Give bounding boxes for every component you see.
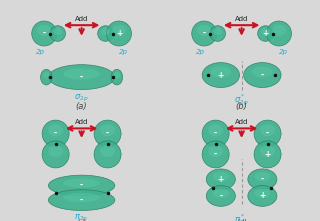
Ellipse shape bbox=[94, 120, 121, 147]
Ellipse shape bbox=[63, 178, 100, 188]
Ellipse shape bbox=[114, 72, 120, 79]
Ellipse shape bbox=[211, 66, 231, 78]
Text: -: - bbox=[43, 29, 46, 38]
Ellipse shape bbox=[213, 189, 229, 198]
Text: (b): (b) bbox=[236, 102, 248, 111]
Text: Add: Add bbox=[235, 119, 248, 125]
Text: -: - bbox=[54, 129, 57, 138]
Text: -: - bbox=[214, 150, 217, 159]
Ellipse shape bbox=[254, 189, 270, 198]
Ellipse shape bbox=[100, 145, 115, 157]
Text: +: + bbox=[262, 29, 268, 38]
Text: -: - bbox=[106, 129, 109, 138]
Ellipse shape bbox=[98, 26, 113, 41]
Ellipse shape bbox=[192, 21, 217, 46]
Ellipse shape bbox=[206, 169, 236, 190]
Text: 2p: 2p bbox=[279, 49, 288, 55]
Text: -: - bbox=[80, 73, 83, 82]
Ellipse shape bbox=[50, 26, 66, 41]
Ellipse shape bbox=[100, 124, 115, 136]
Text: -: - bbox=[261, 175, 264, 184]
Ellipse shape bbox=[48, 190, 115, 210]
Ellipse shape bbox=[111, 69, 123, 85]
Ellipse shape bbox=[272, 25, 286, 36]
Text: (a): (a) bbox=[76, 102, 87, 111]
Text: -: - bbox=[214, 129, 217, 138]
Ellipse shape bbox=[43, 72, 49, 79]
Text: +: + bbox=[259, 191, 266, 200]
Ellipse shape bbox=[210, 26, 226, 41]
Text: -: - bbox=[266, 129, 269, 138]
Ellipse shape bbox=[42, 120, 69, 147]
Text: Add: Add bbox=[75, 119, 88, 125]
Text: +: + bbox=[218, 175, 224, 184]
Ellipse shape bbox=[48, 65, 115, 90]
Text: (d): (d) bbox=[236, 219, 247, 221]
Text: +: + bbox=[218, 70, 224, 80]
Text: $\pi^*_{2p}$: $\pi^*_{2p}$ bbox=[235, 213, 249, 221]
Ellipse shape bbox=[112, 25, 126, 36]
Ellipse shape bbox=[248, 169, 277, 190]
Text: 2p: 2p bbox=[196, 49, 204, 55]
Ellipse shape bbox=[48, 145, 63, 157]
Ellipse shape bbox=[48, 124, 63, 136]
Ellipse shape bbox=[37, 25, 51, 36]
Ellipse shape bbox=[254, 141, 281, 168]
Text: $\sigma_{2p}$: $\sigma_{2p}$ bbox=[74, 93, 89, 104]
Ellipse shape bbox=[42, 141, 69, 168]
Ellipse shape bbox=[252, 66, 273, 78]
Ellipse shape bbox=[261, 28, 270, 35]
Ellipse shape bbox=[41, 69, 52, 85]
Text: Add: Add bbox=[235, 16, 248, 22]
Ellipse shape bbox=[213, 28, 222, 35]
Ellipse shape bbox=[208, 145, 223, 157]
Text: -: - bbox=[80, 196, 83, 205]
Ellipse shape bbox=[197, 25, 211, 36]
Ellipse shape bbox=[267, 21, 292, 46]
Ellipse shape bbox=[32, 21, 57, 46]
Ellipse shape bbox=[244, 63, 281, 88]
Ellipse shape bbox=[254, 120, 281, 147]
Text: 2p: 2p bbox=[119, 49, 128, 55]
Ellipse shape bbox=[258, 26, 273, 41]
Text: Add: Add bbox=[75, 16, 88, 22]
Text: +: + bbox=[264, 150, 271, 159]
Text: -: - bbox=[80, 181, 83, 190]
Ellipse shape bbox=[94, 141, 121, 168]
Text: -: - bbox=[203, 29, 206, 38]
Ellipse shape bbox=[202, 120, 229, 147]
Text: +: + bbox=[116, 29, 122, 38]
Ellipse shape bbox=[107, 21, 132, 46]
Text: (c): (c) bbox=[76, 219, 87, 221]
Ellipse shape bbox=[53, 28, 62, 35]
Ellipse shape bbox=[206, 186, 236, 206]
Text: $\pi_{2p}$: $\pi_{2p}$ bbox=[75, 213, 89, 221]
Ellipse shape bbox=[208, 124, 223, 136]
Ellipse shape bbox=[260, 145, 275, 157]
Ellipse shape bbox=[63, 69, 100, 80]
Text: $\sigma^*_{2p}$: $\sigma^*_{2p}$ bbox=[234, 93, 249, 108]
Text: -: - bbox=[219, 191, 222, 200]
Ellipse shape bbox=[101, 28, 110, 35]
Text: -: - bbox=[261, 70, 264, 80]
Ellipse shape bbox=[260, 124, 275, 136]
Ellipse shape bbox=[202, 141, 229, 168]
Ellipse shape bbox=[202, 63, 240, 88]
Ellipse shape bbox=[48, 175, 115, 196]
Ellipse shape bbox=[213, 172, 229, 181]
Ellipse shape bbox=[254, 172, 270, 181]
Text: 2p: 2p bbox=[36, 49, 44, 55]
Ellipse shape bbox=[248, 186, 277, 206]
Ellipse shape bbox=[63, 193, 100, 202]
